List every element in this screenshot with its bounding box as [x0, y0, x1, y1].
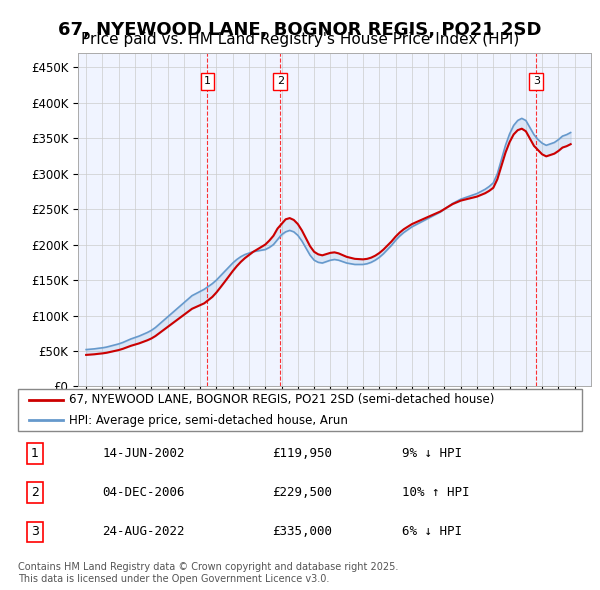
Text: 04-DEC-2006: 04-DEC-2006	[103, 486, 185, 499]
Text: 14-JUN-2002: 14-JUN-2002	[103, 447, 185, 460]
Text: Price paid vs. HM Land Registry's House Price Index (HPI): Price paid vs. HM Land Registry's House …	[81, 32, 519, 47]
Text: Contains HM Land Registry data © Crown copyright and database right 2025.
This d: Contains HM Land Registry data © Crown c…	[18, 562, 398, 584]
Text: £335,000: £335,000	[272, 526, 332, 539]
Text: 1: 1	[31, 447, 39, 460]
Text: 6% ↓ HPI: 6% ↓ HPI	[401, 526, 461, 539]
Text: 10% ↑ HPI: 10% ↑ HPI	[401, 486, 469, 499]
Text: 67, NYEWOOD LANE, BOGNOR REGIS, PO21 2SD: 67, NYEWOOD LANE, BOGNOR REGIS, PO21 2SD	[58, 21, 542, 39]
Text: 3: 3	[533, 77, 540, 87]
Text: £229,500: £229,500	[272, 486, 332, 499]
Text: 24-AUG-2022: 24-AUG-2022	[103, 526, 185, 539]
Text: 2: 2	[31, 486, 39, 499]
Text: 1: 1	[204, 77, 211, 87]
Text: £119,950: £119,950	[272, 447, 332, 460]
Text: 9% ↓ HPI: 9% ↓ HPI	[401, 447, 461, 460]
FancyBboxPatch shape	[18, 389, 582, 431]
Text: HPI: Average price, semi-detached house, Arun: HPI: Average price, semi-detached house,…	[69, 414, 347, 427]
Text: 3: 3	[31, 526, 39, 539]
Text: 67, NYEWOOD LANE, BOGNOR REGIS, PO21 2SD (semi-detached house): 67, NYEWOOD LANE, BOGNOR REGIS, PO21 2SD…	[69, 393, 494, 407]
Text: 2: 2	[277, 77, 284, 87]
